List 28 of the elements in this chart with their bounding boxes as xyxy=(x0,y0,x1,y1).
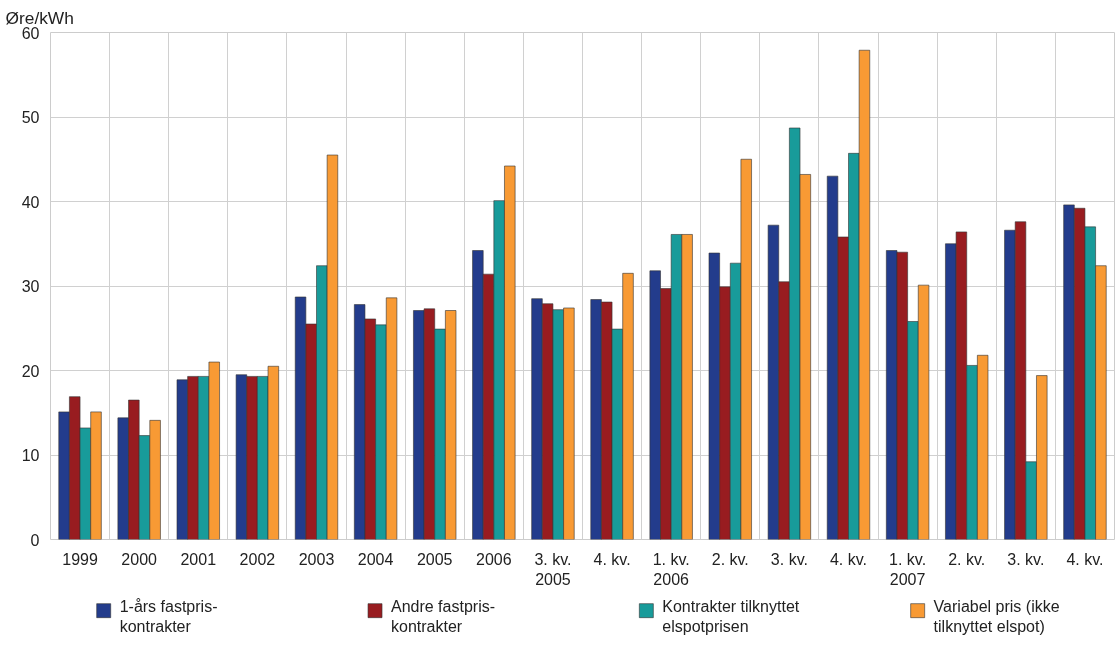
x-tick-label: 2002 xyxy=(239,550,276,568)
y-tick-label: 20 xyxy=(21,362,40,380)
x-tick-label: 2004 xyxy=(357,550,394,568)
y-tick-label: 50 xyxy=(21,109,40,126)
x-tick-label: 4. kv. xyxy=(1066,550,1104,568)
x-tick-label: 1. kv. 2007 xyxy=(889,550,927,588)
x-tick-label: 1999 xyxy=(62,550,98,568)
legend-label: 1-års fastpris-kontrakter xyxy=(119,597,218,636)
x-tick-label: 3. kv. xyxy=(1007,550,1045,568)
legend-label: Variabel pris (ikke tilknyttet elspot) xyxy=(933,597,1060,636)
x-tick-label: 2005 xyxy=(416,550,453,568)
x-tick-label: 2. kv. xyxy=(948,550,986,568)
x-tick-label: 3. kv. xyxy=(770,550,808,568)
x-tick-label: 4. kv. xyxy=(593,550,631,568)
x-tick-label: 2006 xyxy=(476,550,512,568)
x-tick-label: 2003 xyxy=(298,550,335,568)
y-tick-label: 30 xyxy=(21,278,40,295)
x-tick-label: 4. kv. xyxy=(829,550,868,568)
x-tick-label: 2000 xyxy=(121,550,158,568)
legend-label: Andre fastpris-kontrakter xyxy=(390,597,496,636)
legend-label: Kontrakter tilknyttet elspotprisen xyxy=(662,597,800,636)
x-tick-label: 1. kv. 2006 xyxy=(652,550,690,588)
x-tick-label: 3. kv. 2005 xyxy=(534,550,572,588)
y-tick-label: 40 xyxy=(21,193,40,211)
x-tick-label: 2001 xyxy=(180,550,217,568)
y-tick-label: 0 xyxy=(30,531,40,549)
x-tick-label: 2. kv. xyxy=(711,550,749,568)
y-tick-label: 10 xyxy=(21,447,40,464)
